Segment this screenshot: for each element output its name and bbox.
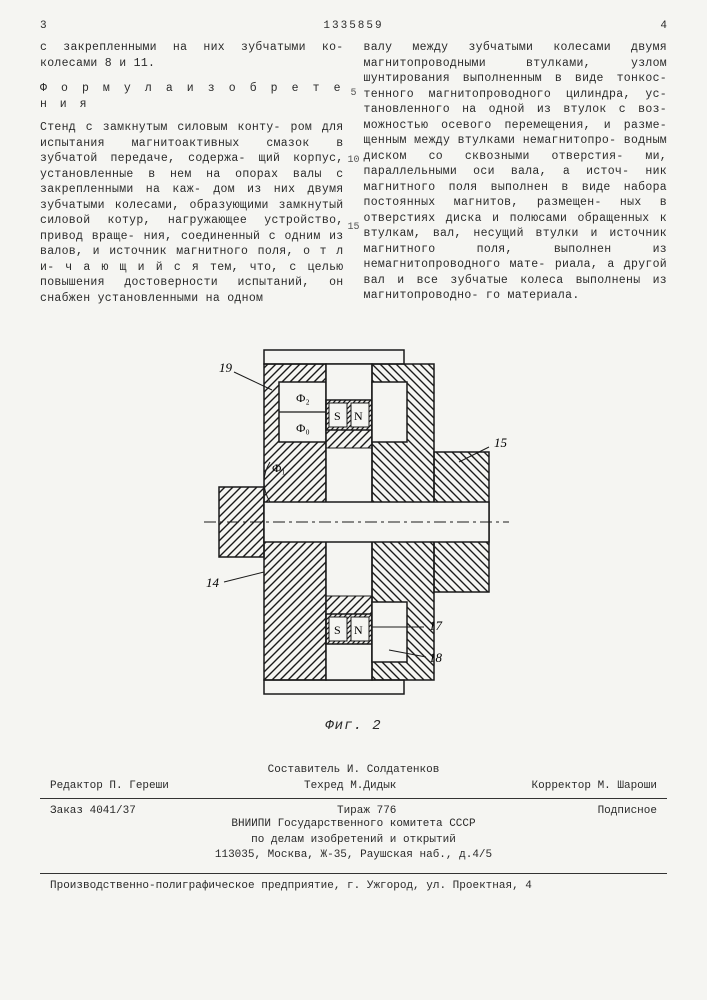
callout-label: 14 (206, 575, 220, 590)
editor-label: Редактор (50, 780, 103, 792)
org-line: по делам изобретений и открытий (40, 833, 667, 848)
editor-name: П. Гереши (109, 780, 168, 792)
print-line: Производственно-полиграфическое предприя… (40, 873, 667, 892)
callout-label: 17 (429, 618, 443, 633)
paragraph: с закрепленными на них зубчатыми ко- кол… (40, 40, 344, 71)
flux-label: Ф₀ (296, 421, 310, 435)
formula-heading: Ф о р м у л а и з о б р е т е н и я (40, 81, 344, 112)
line-number: 15 (347, 222, 359, 233)
page-num-left: 3 (40, 20, 47, 32)
line-number: 5 (350, 88, 356, 99)
org-line: ВНИИПИ Государственного комитета СССР (40, 817, 667, 832)
tech-label: Техред (304, 780, 344, 792)
figure-caption: Фиг. 2 (40, 718, 667, 734)
document-number: 1335859 (47, 20, 661, 32)
left-column: с закрепленными на них зубчатыми ко- кол… (40, 40, 344, 314)
flux-label: Ф₁ (272, 461, 286, 475)
composer-name: И. Солдатенков (347, 764, 439, 776)
address-line: 113035, Москва, Ж-35, Раушская наб., д.4… (40, 848, 667, 863)
figure-svg: Ф₂ Ф₀ Ф₁ S N S N (164, 332, 544, 712)
tech-name: М.Дидык (350, 780, 396, 792)
callout-label: 19 (219, 360, 233, 375)
composer-label: Составитель (268, 764, 341, 776)
divider (40, 798, 667, 799)
right-column: валу между зубчатыми колесами двумя магн… (364, 40, 668, 314)
figure: Ф₂ Ф₀ Ф₁ S N S N (40, 332, 667, 734)
order-number: Заказ 4041/37 (50, 805, 136, 817)
corrector-name: М. Шароши (598, 780, 657, 792)
callout-label: 15 (494, 435, 508, 450)
text-columns: с закрепленными на них зубчатыми ко- кол… (40, 40, 667, 314)
footer: Составитель И. Солдатенков Редактор П. Г… (40, 764, 667, 892)
magnet-pole: S (334, 623, 341, 637)
paragraph: валу между зубчатыми колесами двумя магн… (364, 40, 668, 304)
callout-label: 18 (429, 650, 443, 665)
line-number: 10 (347, 155, 359, 166)
tirage: Тираж 776 (337, 805, 396, 817)
paragraph: Стенд с замкнутым силовым конту- ром для… (40, 120, 344, 306)
subscription: Подписное (598, 805, 657, 817)
magnet-pole: S (334, 409, 341, 423)
flux-label: Ф₂ (296, 391, 310, 405)
corrector-label: Корректор (532, 780, 591, 792)
magnet-pole: N (354, 623, 363, 637)
page-header: 3 1335859 4 (40, 20, 667, 32)
page-num-right: 4 (660, 20, 667, 32)
magnet-pole: N (354, 409, 363, 423)
